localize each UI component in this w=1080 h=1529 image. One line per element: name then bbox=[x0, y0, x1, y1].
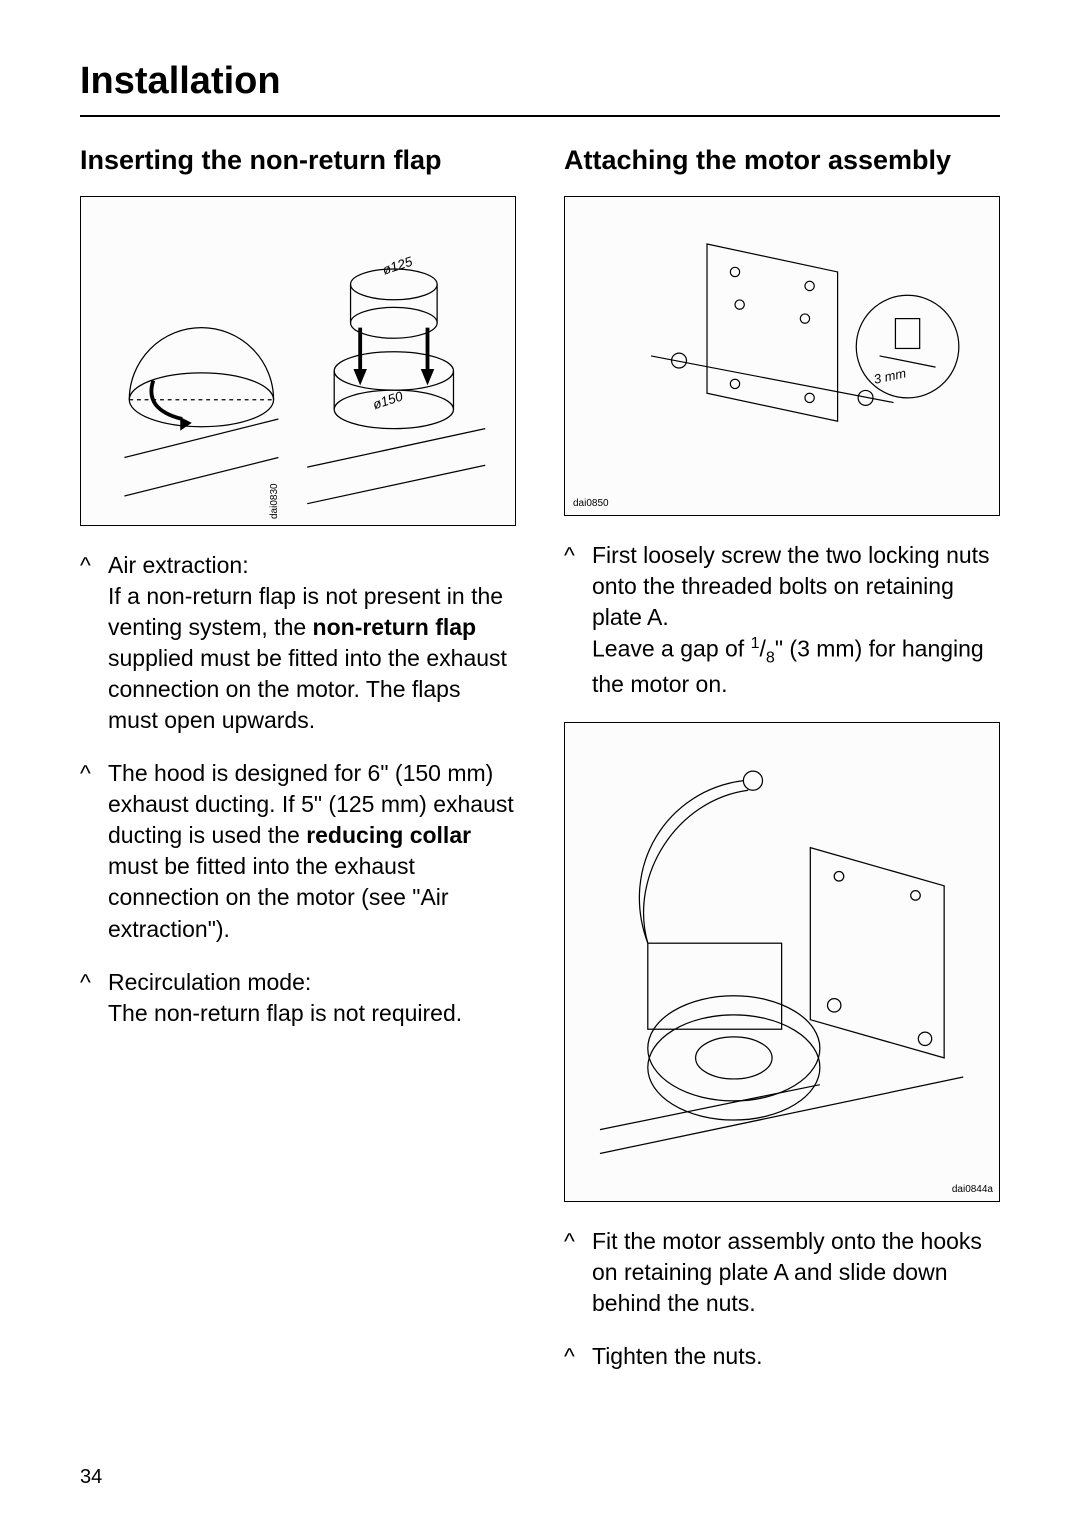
bold-term: non-return flap bbox=[313, 614, 477, 640]
bullet-text: supplied must be fitted into the exhaust… bbox=[108, 645, 507, 733]
bullet-text: Fit the motor assembly onto the hooks on… bbox=[592, 1228, 982, 1316]
bullet-item: ^ The hood is designed for 6" (150 mm) e… bbox=[80, 758, 516, 944]
right-section-heading: Attaching the motor assembly bbox=[564, 145, 1000, 176]
right-column: Attaching the motor assembly 3 mm dai085 bbox=[564, 145, 1000, 1394]
label-d125: ø125 bbox=[381, 253, 415, 277]
fraction-denominator: 8 bbox=[766, 648, 775, 666]
non-return-flap-illustration: ø125 ø150 bbox=[98, 217, 497, 506]
label-d150: ø150 bbox=[371, 388, 405, 412]
figure-id-right-2: dai0844a bbox=[952, 1184, 993, 1195]
bullet-item: ^ Tighten the nuts. bbox=[564, 1341, 1000, 1372]
bold-term: reducing collar bbox=[306, 822, 471, 848]
bullet-content: Tighten the nuts. bbox=[592, 1341, 1000, 1372]
left-section-heading: Inserting the non-return flap bbox=[80, 145, 516, 176]
bullet-content: Air extraction: If a non-return flap is … bbox=[108, 550, 516, 736]
bullet-content: First loosely screw the two locking nuts… bbox=[592, 540, 1000, 700]
figure-non-return-flap: ø125 ø150 dai0830 bbox=[80, 196, 516, 526]
retaining-plate-illustration: 3 mm bbox=[582, 216, 981, 496]
bullet-text: The non-return flap is not required. bbox=[108, 1000, 462, 1026]
page-number: 34 bbox=[80, 1466, 102, 1489]
bullet-item: ^ Fit the motor assembly onto the hooks … bbox=[564, 1226, 1000, 1319]
bullet-marker: ^ bbox=[80, 758, 108, 944]
bullet-marker: ^ bbox=[80, 550, 108, 736]
bullet-text: Tighten the nuts. bbox=[592, 1343, 762, 1369]
bullet-content: The hood is designed for 6" (150 mm) exh… bbox=[108, 758, 516, 944]
figure-retaining-plate: 3 mm dai0850 bbox=[564, 196, 1000, 516]
fraction-numerator: 1 bbox=[751, 634, 760, 652]
bullet-item: ^ Air extraction: If a non-return flap i… bbox=[80, 550, 516, 736]
bullet-text: Leave a gap of bbox=[592, 636, 751, 662]
figure-id-right-1: dai0850 bbox=[573, 498, 609, 509]
bullet-content: Recirculation mode: The non-return flap … bbox=[108, 967, 516, 1029]
left-column: Inserting the non-return flap bbox=[80, 145, 516, 1394]
bullet-item: ^ Recirculation mode: The non-return fla… bbox=[80, 967, 516, 1029]
bullet-lead: Recirculation mode: bbox=[108, 969, 311, 995]
bullet-text: First loosely screw the two locking nuts… bbox=[592, 542, 990, 630]
bullet-lead: Air extraction: bbox=[108, 552, 249, 578]
figure-motor-assembly: dai0844a bbox=[564, 722, 1000, 1202]
figure-id-left: dai0830 bbox=[269, 483, 280, 519]
bullet-marker: ^ bbox=[564, 1341, 592, 1372]
bullet-text: must be fitted into the exhaust connecti… bbox=[108, 853, 449, 941]
bullet-marker: ^ bbox=[80, 967, 108, 1029]
bullet-item: ^ First loosely screw the two locking nu… bbox=[564, 540, 1000, 700]
chapter-title: Installation bbox=[80, 60, 1000, 117]
bullet-content: Fit the motor assembly onto the hooks on… bbox=[592, 1226, 1000, 1319]
motor-assembly-illustration bbox=[582, 752, 981, 1173]
bullet-marker: ^ bbox=[564, 540, 592, 700]
label-gap-3mm: 3 mm bbox=[873, 365, 908, 386]
two-column-layout: Inserting the non-return flap bbox=[80, 145, 1000, 1394]
bullet-marker: ^ bbox=[564, 1226, 592, 1319]
